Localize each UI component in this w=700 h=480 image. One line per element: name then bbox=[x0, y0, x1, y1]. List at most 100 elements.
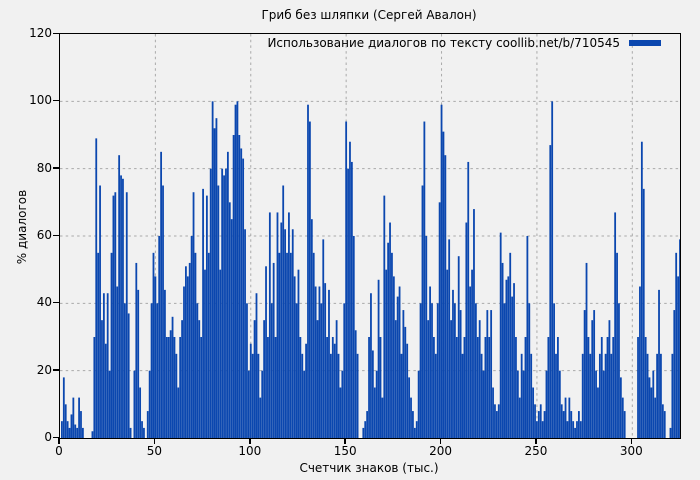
bar bbox=[660, 353, 662, 438]
bar bbox=[476, 337, 479, 438]
bar bbox=[91, 431, 94, 438]
bar bbox=[205, 195, 208, 438]
bar bbox=[215, 118, 218, 438]
bar bbox=[202, 188, 204, 438]
x-tick-label: 100 bbox=[238, 444, 262, 458]
bar bbox=[595, 370, 597, 438]
bar bbox=[247, 370, 250, 438]
bar bbox=[450, 320, 452, 438]
x-tick-mark bbox=[344, 438, 346, 444]
bar bbox=[396, 296, 399, 438]
y-tick-label: 80 bbox=[36, 160, 52, 175]
bar bbox=[522, 370, 525, 438]
bar bbox=[309, 121, 311, 438]
bar bbox=[209, 168, 212, 438]
bar bbox=[495, 411, 498, 438]
bar bbox=[274, 337, 277, 438]
bar bbox=[614, 212, 617, 438]
bar bbox=[183, 286, 185, 438]
bar bbox=[110, 252, 113, 438]
x-tick-mark bbox=[630, 438, 633, 444]
bar bbox=[562, 411, 565, 438]
bar bbox=[516, 370, 519, 438]
x-tick-label: 250 bbox=[524, 444, 548, 458]
bar bbox=[408, 377, 411, 438]
bar bbox=[545, 370, 548, 438]
bar bbox=[141, 421, 143, 438]
bar bbox=[337, 353, 340, 438]
y-tick-label: 0 bbox=[44, 430, 52, 444]
bar bbox=[158, 236, 161, 438]
bar bbox=[125, 192, 128, 438]
bar bbox=[324, 283, 327, 438]
bar bbox=[459, 310, 462, 438]
bar bbox=[543, 411, 546, 438]
bar bbox=[518, 397, 521, 438]
bar bbox=[282, 185, 285, 438]
bar bbox=[150, 303, 153, 438]
bar bbox=[240, 148, 243, 438]
bar bbox=[652, 370, 655, 438]
y-tick-label: 120 bbox=[29, 26, 52, 40]
bar bbox=[373, 387, 376, 438]
bar bbox=[122, 178, 124, 438]
bar bbox=[379, 337, 382, 438]
chart-title: Гриб без шляпки (Сергей Авалон) bbox=[261, 8, 477, 22]
y-tick-mark bbox=[53, 436, 59, 438]
bar bbox=[226, 151, 229, 438]
bar bbox=[192, 192, 195, 438]
bar bbox=[457, 256, 460, 438]
bar bbox=[257, 353, 260, 438]
bar bbox=[74, 424, 77, 438]
bar bbox=[440, 104, 443, 438]
bar bbox=[503, 303, 506, 438]
bar bbox=[133, 370, 136, 438]
bar bbox=[156, 303, 159, 438]
bar bbox=[236, 101, 239, 438]
bar bbox=[398, 286, 401, 438]
bar bbox=[62, 377, 65, 438]
bar bbox=[402, 310, 405, 438]
bar bbox=[123, 303, 126, 438]
bar bbox=[551, 101, 554, 438]
bar bbox=[333, 343, 336, 438]
bar bbox=[120, 175, 122, 438]
bar bbox=[329, 353, 332, 438]
bar bbox=[490, 310, 493, 438]
bar bbox=[604, 353, 607, 438]
bar bbox=[606, 337, 609, 438]
bar bbox=[421, 185, 424, 438]
bar bbox=[102, 293, 105, 438]
bar bbox=[585, 262, 588, 438]
x-tick-mark bbox=[153, 438, 156, 444]
bar bbox=[291, 229, 294, 438]
bar bbox=[364, 421, 367, 438]
bar bbox=[253, 320, 256, 438]
bar bbox=[557, 337, 559, 438]
x-tick-label: 50 bbox=[146, 444, 163, 458]
bar bbox=[328, 289, 330, 438]
bar bbox=[654, 397, 657, 438]
bar bbox=[587, 337, 590, 438]
bar bbox=[221, 168, 224, 438]
bar bbox=[549, 145, 552, 438]
bar bbox=[66, 421, 69, 438]
bar bbox=[343, 303, 346, 438]
bar bbox=[394, 320, 397, 438]
bar bbox=[461, 353, 464, 438]
bar bbox=[505, 279, 508, 438]
bar bbox=[165, 337, 168, 438]
bar bbox=[146, 411, 149, 438]
bar bbox=[577, 411, 580, 438]
bar bbox=[673, 310, 676, 438]
bar bbox=[188, 262, 191, 438]
bar bbox=[600, 337, 603, 438]
bar bbox=[497, 404, 500, 438]
bar bbox=[352, 236, 355, 438]
chart-plot-area bbox=[59, 33, 681, 439]
x-tick-mark bbox=[439, 438, 442, 444]
bar bbox=[339, 387, 342, 438]
bar bbox=[95, 138, 98, 438]
x-tick-mark bbox=[58, 438, 60, 444]
bar bbox=[433, 337, 435, 438]
